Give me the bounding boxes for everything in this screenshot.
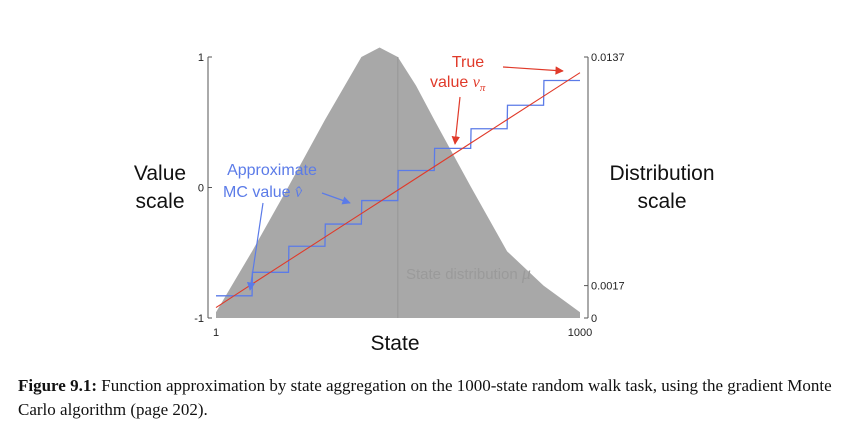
figure-caption: Figure 9.1: Function approximation by st… — [18, 374, 838, 422]
distribution-scale-label: Distribution scale — [594, 160, 730, 216]
mc-value-label-line1: Approximate — [227, 162, 317, 179]
state-distribution-label: State distribution μ — [406, 263, 531, 283]
caption-label: Figure 9.1: — [18, 376, 98, 395]
true-value-line — [215, 72, 581, 309]
x-tick-label: 1000 — [568, 327, 592, 339]
left-value-axis — [207, 56, 212, 319]
true-value-arrow-right — [502, 66, 564, 75]
x-tick-label: 1 — [213, 327, 219, 339]
left-tick-label: -1 — [194, 313, 204, 325]
true-value-label-line2: value vπ — [430, 74, 486, 94]
true-value-label-line1: True — [452, 54, 484, 71]
mc-value-arrow-down — [246, 202, 264, 291]
mc-value-step-line — [216, 79, 580, 297]
right-distribution-axis — [584, 56, 589, 319]
distribution-scale-line2: scale — [637, 190, 687, 213]
right-tick-label: 0.0017 — [591, 281, 625, 293]
mc-value-label-line2: MC value v̂ — [223, 184, 303, 201]
value-scale-line2: scale — [135, 190, 185, 213]
value-scale-line1: Value — [133, 162, 187, 185]
caption-text: Function approximation by state aggregat… — [18, 376, 832, 419]
left-tick-label: 0 — [198, 183, 204, 195]
right-tick-label: 0 — [591, 313, 597, 325]
right-tick-label: 0.0137 — [591, 52, 625, 64]
true-value-arrow-down — [451, 96, 461, 145]
value-scale-label: Value scale — [118, 160, 202, 216]
distribution-scale-line1: Distribution — [609, 162, 715, 185]
x-axis-label: State — [370, 332, 420, 355]
left-tick-label: 1 — [198, 52, 204, 64]
mc-value-arrow-right — [321, 192, 351, 205]
